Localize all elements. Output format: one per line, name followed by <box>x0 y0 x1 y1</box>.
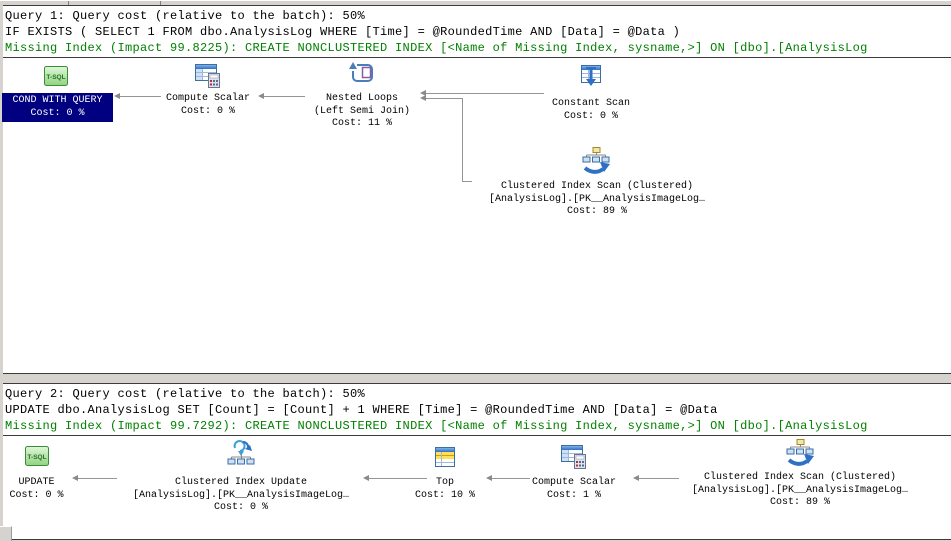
clustered-index-scan-icon[interactable] <box>581 146 611 181</box>
query1-header: Query 1: Query cost (relative to the bat… <box>0 6 951 58</box>
plan-arrow <box>462 98 463 181</box>
t-sql-icon[interactable]: T-SQL <box>25 446 49 471</box>
plan-node-clustered-index-scan[interactable]: Clustered Index Scan (Clustered) [Analys… <box>488 181 706 217</box>
plan-node-nested-loops[interactable]: Nested Loops (Left Semi Join) Cost: 11 % <box>313 93 410 129</box>
plan-node-top[interactable]: Top Cost: 10 % <box>414 477 475 501</box>
plan-arrow <box>114 93 120 99</box>
grid-column-divider <box>160 1 161 6</box>
plan-arrow <box>639 478 679 479</box>
grid-column-divider <box>68 1 69 6</box>
plan-arrow <box>369 478 427 479</box>
constant-scan-icon[interactable] <box>578 62 604 93</box>
plan-arrow <box>120 96 161 97</box>
query1-plan-panel: Query 1: Query cost (relative to the bat… <box>0 5 951 374</box>
plan-arrow <box>426 93 544 94</box>
plan-arrow <box>420 95 426 101</box>
query2-plan-canvas: T-SQL UPDATE Cost: 0 % <box>0 436 951 540</box>
plan-arrow <box>258 93 264 99</box>
grid-header-strip <box>0 0 951 6</box>
plan-node-compute-scalar[interactable]: Compute Scalar Cost: 1 % <box>531 477 616 501</box>
query2-statement[interactable]: UPDATE dbo.AnalysisLog SET [Count] = [Co… <box>5 403 718 417</box>
plan-node-compute-scalar[interactable]: Compute Scalar Cost: 0 % <box>165 93 250 117</box>
top-icon[interactable] <box>432 444 458 475</box>
query1-missing-index-hint[interactable]: Missing Index (Impact 99.8225): CREATE N… <box>5 41 868 55</box>
plan-arrow <box>363 475 369 481</box>
plan-arrow <box>462 181 472 182</box>
svg-text:T-SQL: T-SQL <box>46 74 65 81</box>
compute-scalar-icon[interactable] <box>560 443 588 476</box>
query2-plan-panel: Query 2: Query cost (relative to the bat… <box>0 383 951 540</box>
plan-node-cond-with-query[interactable]: COND WITH QUERY Cost: 0 % <box>2 93 113 122</box>
plan-node-clustered-index-update[interactable]: Clustered Index Update [AnalysisLog].[PK… <box>132 477 350 513</box>
plan-arrow <box>72 475 78 481</box>
plan-arrow <box>492 478 530 479</box>
query2-title: Query 2: Query cost (relative to the bat… <box>5 387 366 401</box>
plan-arrow <box>426 98 462 99</box>
compute-scalar-icon[interactable] <box>194 62 222 95</box>
plan-arrow <box>78 478 117 479</box>
plan-node-update[interactable]: UPDATE Cost: 0 % <box>9 477 64 501</box>
query1-title: Query 1: Query cost (relative to the bat… <box>5 9 366 23</box>
query1-plan-canvas: T-SQL COND WITH QUERY Cost: 0 % <box>0 58 951 373</box>
query2-header: Query 2: Query cost (relative to the bat… <box>0 384 951 436</box>
plan-node-constant-scan[interactable]: Constant Scan Cost: 0 % <box>551 98 630 122</box>
plan-arrow <box>486 475 492 481</box>
clustered-index-scan-icon[interactable] <box>785 438 815 473</box>
plan-arrow <box>420 90 426 96</box>
nested-loops-icon[interactable] <box>347 59 377 92</box>
scroll-corner <box>0 526 12 541</box>
query1-statement[interactable]: IF EXISTS ( SELECT 1 FROM dbo.AnalysisLo… <box>5 25 681 39</box>
plan-arrow <box>264 96 305 97</box>
clustered-index-update-icon[interactable] <box>226 439 256 474</box>
plan-arrow <box>633 475 639 481</box>
plan-node-clustered-index-scan[interactable]: Clustered Index Scan (Clustered) [Analys… <box>691 472 909 508</box>
t-sql-icon[interactable]: T-SQL <box>44 66 68 91</box>
query2-missing-index-hint[interactable]: Missing Index (Impact 99.7292): CREATE N… <box>5 419 868 433</box>
svg-text:T-SQL: T-SQL <box>27 454 46 461</box>
pane-left-border <box>0 5 3 540</box>
